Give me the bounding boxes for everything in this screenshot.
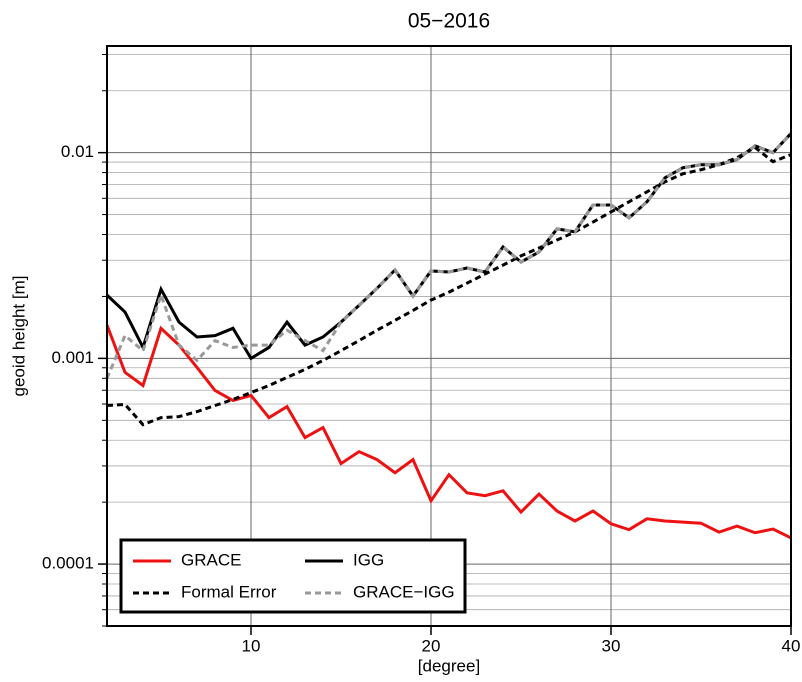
x-tick-label: 20 — [422, 636, 441, 655]
legend-label: GRACE — [181, 550, 241, 569]
legend-label: IGG — [353, 550, 384, 569]
chart-title: 05−2016 — [408, 10, 490, 33]
legend-box — [119, 538, 467, 614]
series-line — [105, 132, 793, 380]
axes: 0.0001 0.001 0.01 10 20 30 40 — [42, 54, 801, 655]
x-tick-label: 40 — [782, 636, 801, 655]
legend-label: Formal Error — [181, 582, 277, 601]
y-tick-label: 0.01 — [61, 142, 94, 161]
plot-lines — [105, 132, 793, 540]
legend-label: GRACE−IGG — [353, 582, 455, 601]
y-tick-label: 0.0001 — [42, 554, 94, 573]
x-axis-label: [degree] — [418, 656, 480, 675]
y-axis-label: geoid height [m] — [9, 276, 28, 397]
series-line — [105, 324, 792, 540]
legend: GRACE IGG Formal Error GRACE−IGG — [119, 538, 467, 614]
series-line — [106, 145, 792, 427]
plot-frame — [106, 45, 792, 627]
x-tick-label: 10 — [242, 636, 261, 655]
y-tick-label: 0.001 — [51, 348, 94, 367]
grid — [107, 46, 792, 627]
x-tick-label: 30 — [602, 636, 621, 655]
